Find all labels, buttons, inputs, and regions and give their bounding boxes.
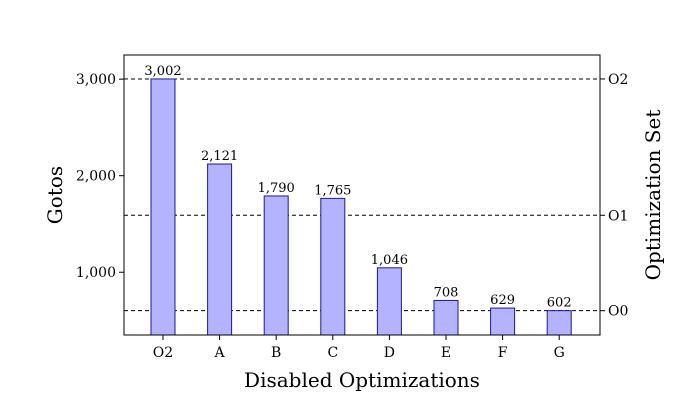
x-axis-ticks: O2 A B C D E F G <box>153 335 565 361</box>
reference-lines <box>124 78 600 312</box>
bar-a <box>207 163 233 336</box>
bar-value-label: 2,121 <box>201 149 238 164</box>
bar-value-label: 602 <box>547 296 572 311</box>
bar-value-label: 1,765 <box>314 183 351 198</box>
right-tick-label: O1 <box>608 208 628 224</box>
bar-value-label: 1,790 <box>258 181 295 196</box>
bar-g <box>546 310 572 336</box>
y-axis-ticks: 1,000 2,000 3,000 <box>76 72 124 281</box>
bar-o2 <box>150 78 176 336</box>
right-tick-label: O0 <box>608 304 628 320</box>
bar-value-label: 3,002 <box>144 64 181 79</box>
y-axis-title: Gotos <box>43 166 67 224</box>
y-tick-label: 1,000 <box>76 265 116 281</box>
y-tick-label: 2,000 <box>76 169 116 185</box>
x-axis-title: Disabled Optimizations <box>244 368 480 392</box>
y-tick-label: 3,000 <box>76 72 116 88</box>
bar-value-label: 629 <box>490 293 515 308</box>
bar-e <box>433 299 459 336</box>
bar-value-labels: 3,002 2,121 1,790 1,765 1,046 708 629 602 <box>144 64 571 311</box>
x-tick-label: E <box>441 345 451 361</box>
x-tick-label: D <box>384 345 395 361</box>
bar-f <box>490 307 516 336</box>
x-tick-label: B <box>271 345 281 361</box>
x-tick-label: O2 <box>153 345 173 361</box>
bar-value-label: 1,046 <box>371 253 408 268</box>
bar-value-label: 708 <box>434 285 459 300</box>
right-tick-label: O2 <box>608 72 628 88</box>
right-axis-labels: O2 O1 O0 <box>600 72 628 320</box>
plot-frame <box>123 54 601 336</box>
x-tick-label: A <box>214 345 226 361</box>
x-tick-label: C <box>327 345 338 361</box>
right-y-axis-title: Optimization Set <box>641 110 665 281</box>
x-tick-label: F <box>498 345 508 361</box>
bar-c <box>320 197 346 336</box>
bars <box>150 78 572 336</box>
bar-d <box>376 267 402 336</box>
bar-b <box>263 195 289 336</box>
x-tick-label: G <box>554 345 565 361</box>
